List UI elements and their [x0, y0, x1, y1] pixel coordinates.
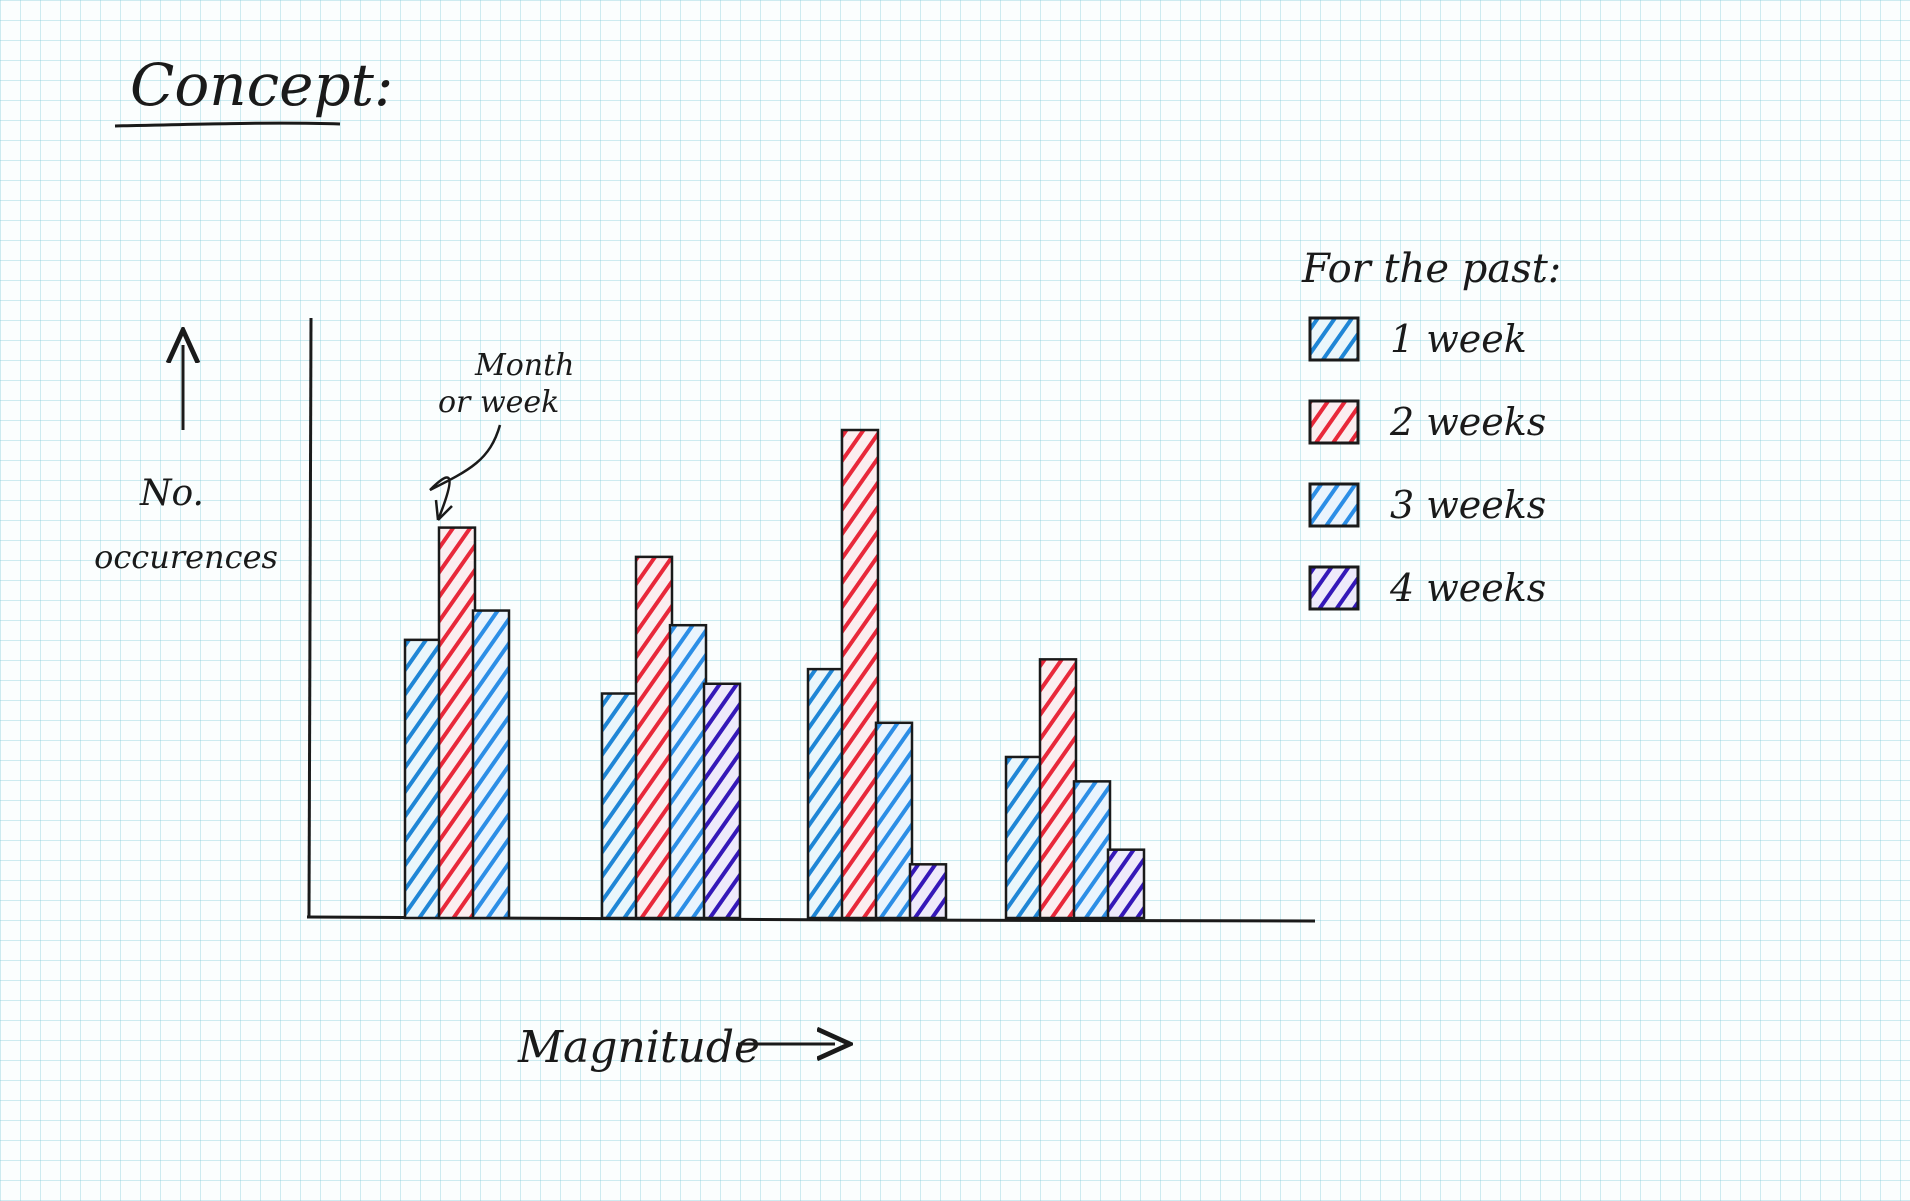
bar-series-2-group-1 — [437, 526, 477, 920]
page-title: Concept: — [130, 51, 393, 119]
legend-swatch-2 — [1308, 399, 1360, 445]
y-axis-label-line-2: occurences — [94, 538, 278, 576]
x-axis-label: Magnitude — [517, 1022, 760, 1073]
legend-label-3: 3 weeks — [1390, 483, 1546, 527]
bar-series-4-group-3 — [908, 863, 948, 920]
legend-swatch-1 — [1308, 316, 1360, 362]
annotation-line-2: or week — [438, 385, 559, 420]
y-axis — [307, 317, 313, 918]
annotation-line-1: Month — [474, 348, 574, 383]
legend-label-1: 1 week — [1390, 317, 1527, 361]
legend-swatch-4 — [1308, 565, 1360, 611]
bar-series-1-group-1 — [403, 638, 443, 920]
annotation-arrow — [429, 424, 502, 521]
bar-series-4-group-4 — [1106, 848, 1146, 920]
bars-group — [403, 428, 1146, 920]
legend: For the past: 1 week 2 weeks 3 weeks 4 week… — [1301, 246, 1561, 611]
bar-series-3-group-2 — [668, 623, 708, 920]
legend-title: For the past: — [1301, 246, 1561, 292]
bar-series-2-group-2 — [634, 555, 674, 920]
bar-series-1-group-2 — [600, 692, 640, 920]
bar-series-2-group-3 — [840, 428, 880, 920]
bar-series-4-group-2 — [702, 682, 742, 920]
title-underline — [114, 121, 341, 128]
bar-series-3-group-4 — [1072, 780, 1112, 920]
legend-swatch-3 — [1308, 482, 1360, 528]
bar-series-3-group-3 — [874, 721, 914, 920]
legend-label-2: 2 weeks — [1389, 400, 1546, 444]
bar-series-2-group-4 — [1038, 658, 1078, 920]
legend-items: 1 week 2 weeks 3 weeks 4 weeks — [1308, 316, 1546, 611]
annotation-arrowhead — [434, 499, 453, 521]
bar-series-3-group-1 — [471, 609, 511, 920]
legend-label-4: 4 weeks — [1389, 566, 1546, 610]
bar-series-1-group-3 — [806, 667, 846, 920]
bar-series-1-group-4 — [1004, 755, 1044, 920]
y-axis-label-line-1: No. — [139, 473, 204, 514]
